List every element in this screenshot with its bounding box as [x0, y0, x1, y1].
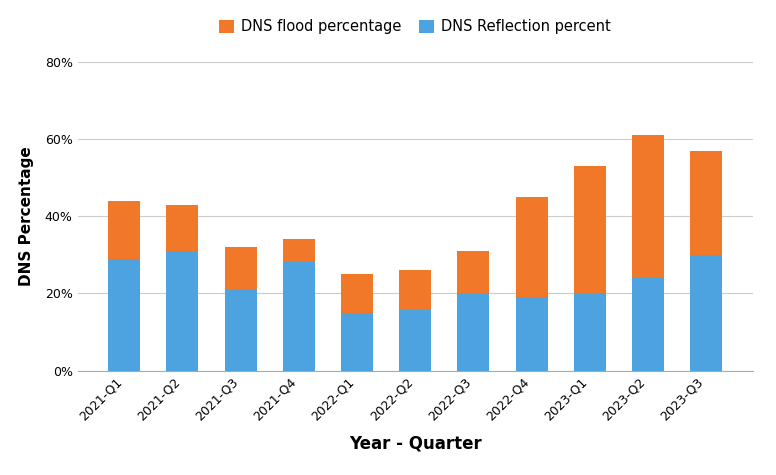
Bar — [224, 289, 257, 370]
Bar — [282, 262, 315, 371]
Bar — [573, 166, 606, 293]
Bar — [341, 274, 373, 313]
Bar — [457, 251, 490, 293]
Bar — [399, 270, 431, 309]
Bar — [224, 247, 257, 289]
Bar — [515, 297, 548, 370]
Bar — [515, 197, 548, 297]
Bar — [282, 239, 315, 262]
Bar — [573, 293, 606, 370]
Bar — [457, 293, 490, 370]
Bar — [690, 255, 722, 370]
Y-axis label: DNS Percentage: DNS Percentage — [19, 146, 33, 286]
Bar — [167, 251, 199, 370]
Bar — [632, 278, 663, 370]
X-axis label: Year - Quarter: Year - Quarter — [348, 434, 482, 452]
Bar — [167, 205, 199, 251]
Bar — [109, 200, 140, 258]
Legend: DNS flood percentage, DNS Reflection percent: DNS flood percentage, DNS Reflection per… — [213, 13, 617, 40]
Bar — [632, 135, 663, 278]
Bar — [399, 309, 431, 370]
Bar — [690, 151, 722, 255]
Bar — [341, 313, 373, 370]
Bar — [109, 258, 140, 370]
